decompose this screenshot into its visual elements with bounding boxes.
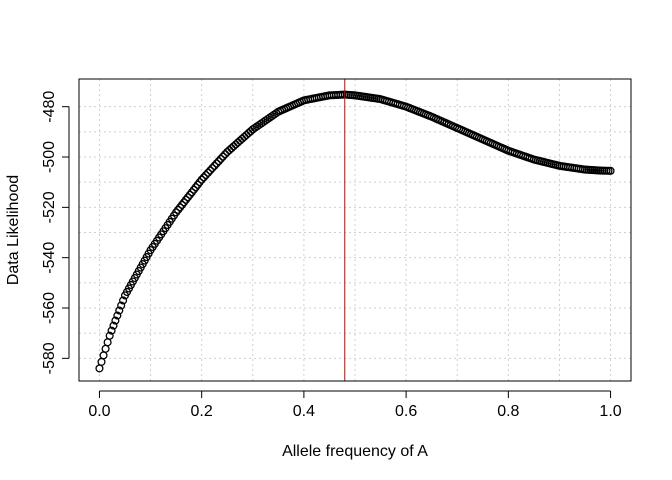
data-point <box>201 171 210 180</box>
data-point <box>105 331 114 340</box>
data-point <box>199 173 208 182</box>
data-point <box>113 311 122 320</box>
data-point <box>204 168 213 177</box>
x-tick-label: 0.8 <box>497 403 519 420</box>
data-point <box>221 150 230 159</box>
y-tick-label: -540 <box>41 242 58 274</box>
data-point <box>99 351 108 360</box>
data-point <box>115 306 124 315</box>
data-point <box>103 338 112 347</box>
x-axis-title: Allele frequency of A <box>282 443 428 460</box>
plot-frame <box>78 78 632 382</box>
y-tick-label: -560 <box>41 292 58 324</box>
x-tick-label: 0.0 <box>88 403 110 420</box>
y-tick-label: -580 <box>41 342 58 374</box>
x-tick-label: 0.2 <box>191 403 213 420</box>
x-tick-label: 0.6 <box>395 403 417 420</box>
y-tick-label: -520 <box>41 191 58 223</box>
data-point <box>218 152 228 161</box>
x-axis: 0.0 0.2 0.4 0.6 0.8 1.0 <box>88 390 622 420</box>
data-point <box>109 321 118 330</box>
data-point <box>206 166 215 175</box>
y-axis-title: Data Likelihood <box>5 175 22 285</box>
data-points <box>95 90 615 373</box>
data-point <box>117 301 126 310</box>
x-tick-label: 1.0 <box>599 403 621 420</box>
x-tick-label: 0.4 <box>293 403 315 420</box>
data-point <box>197 175 206 184</box>
y-axis: -580 -560 -540 -520 -500 -480 <box>41 91 70 374</box>
data-point <box>208 164 217 173</box>
data-point <box>606 166 615 175</box>
data-point <box>212 159 221 168</box>
data-point <box>111 316 120 325</box>
data-point <box>107 326 116 335</box>
data-point <box>272 109 281 118</box>
y-tick-label: -500 <box>41 141 58 173</box>
data-point <box>97 357 106 366</box>
y-tick-label: -480 <box>41 91 58 123</box>
data-point <box>214 157 223 166</box>
data-point <box>119 296 128 305</box>
data-point <box>216 154 225 163</box>
data-point <box>210 161 219 170</box>
grid-lines <box>79 79 631 381</box>
data-point <box>101 344 110 353</box>
